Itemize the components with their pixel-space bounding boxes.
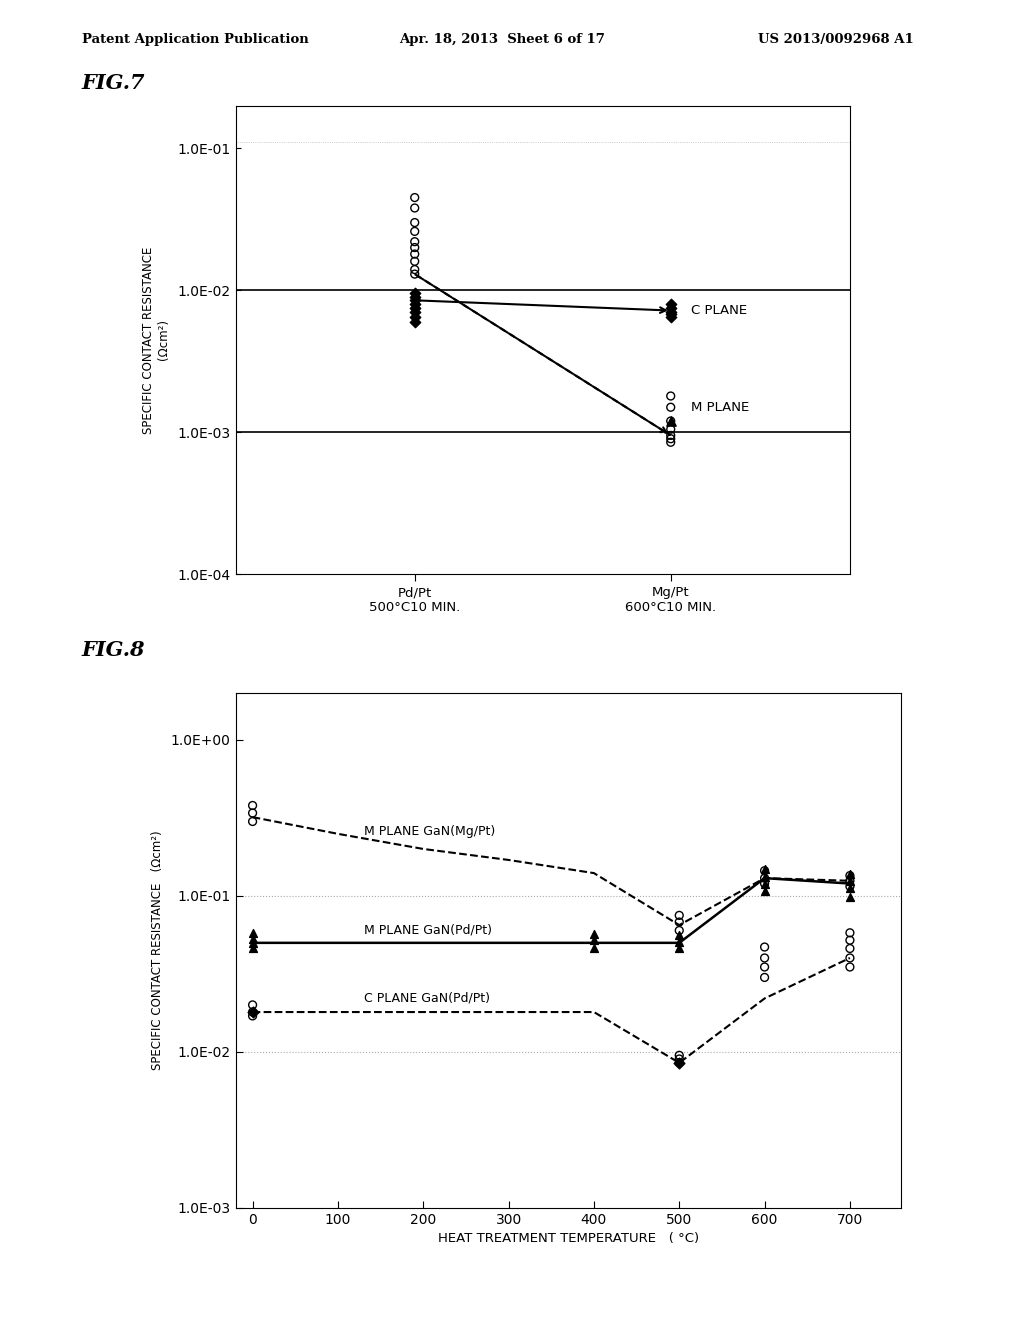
Point [842, 939, 858, 960]
Point [842, 929, 858, 950]
X-axis label: HEAT TREATMENT TEMPERATURE   ( °C): HEAT TREATMENT TEMPERATURE ( °C) [437, 1232, 699, 1245]
Point [407, 251, 423, 272]
Point [757, 866, 773, 887]
Text: M PLANE GaN(Mg/Pt): M PLANE GaN(Mg/Pt) [364, 825, 495, 838]
Point [757, 859, 773, 880]
Point [663, 428, 679, 449]
Point [757, 936, 773, 957]
Y-axis label: SPECIFIC CONTACT RESISTANCE
(Ωcm²): SPECIFIC CONTACT RESISTANCE (Ωcm²) [142, 247, 170, 433]
Point [245, 1006, 261, 1027]
Point [407, 187, 423, 209]
Point [407, 293, 423, 314]
Point [245, 1002, 261, 1023]
Point [757, 966, 773, 987]
Point [842, 923, 858, 944]
Point [245, 795, 261, 816]
Point [842, 865, 858, 886]
Point [663, 432, 679, 453]
Point [663, 385, 679, 407]
Point [245, 810, 261, 832]
Point [663, 306, 679, 327]
Point [407, 213, 423, 234]
Point [407, 290, 423, 312]
Point [407, 238, 423, 259]
Point [671, 924, 687, 945]
Point [663, 425, 679, 446]
Point [757, 948, 773, 969]
Point [757, 867, 773, 888]
Point [407, 286, 423, 308]
Point [586, 939, 602, 960]
Point [842, 948, 858, 969]
Point [842, 876, 858, 898]
Point [663, 293, 679, 314]
Text: C PLANE GaN(Pd/Pt): C PLANE GaN(Pd/Pt) [364, 991, 489, 1005]
Point [671, 939, 687, 960]
Point [671, 904, 687, 925]
Point [757, 861, 773, 882]
Point [757, 873, 773, 894]
Point [671, 911, 687, 932]
Point [407, 259, 423, 280]
Point [586, 924, 602, 945]
Point [407, 302, 423, 323]
Point [586, 929, 602, 950]
Point [245, 923, 261, 944]
Point [663, 411, 679, 432]
Point [842, 957, 858, 978]
Text: C PLANE: C PLANE [691, 304, 748, 317]
Text: FIG.7: FIG.7 [82, 73, 145, 92]
Point [842, 878, 858, 899]
Point [407, 264, 423, 285]
Text: M PLANE GaN(Pd/Pt): M PLANE GaN(Pd/Pt) [364, 924, 492, 937]
Point [663, 397, 679, 418]
Point [407, 231, 423, 252]
Point [407, 243, 423, 264]
Text: M PLANE: M PLANE [691, 401, 750, 413]
Point [245, 803, 261, 824]
Point [663, 302, 679, 323]
Point [757, 880, 773, 902]
Point [407, 297, 423, 318]
Point [671, 1052, 687, 1073]
Point [407, 312, 423, 333]
Point [842, 887, 858, 908]
Point [671, 931, 687, 952]
Point [842, 863, 858, 884]
Point [663, 304, 679, 325]
Text: FIG.8: FIG.8 [82, 640, 145, 660]
Point [663, 297, 679, 318]
Point [245, 932, 261, 953]
Text: Apr. 18, 2013  Sheet 6 of 17: Apr. 18, 2013 Sheet 6 of 17 [399, 33, 605, 46]
Point [671, 1052, 687, 1073]
Point [671, 1048, 687, 1069]
Point [663, 411, 679, 432]
Point [671, 1044, 687, 1065]
Point [757, 873, 773, 894]
Point [407, 306, 423, 327]
Point [245, 994, 261, 1015]
Text: US 2013/0092968 A1: US 2013/0092968 A1 [758, 33, 913, 46]
Point [245, 928, 261, 949]
Point [663, 418, 679, 440]
Point [407, 282, 423, 304]
Point [407, 198, 423, 219]
Y-axis label: SPECIFIC CONTACT RESISTANCE   (Ωcm²): SPECIFIC CONTACT RESISTANCE (Ωcm²) [151, 830, 164, 1071]
Point [842, 870, 858, 891]
Point [671, 920, 687, 941]
Point [407, 220, 423, 242]
Point [842, 871, 858, 892]
Point [757, 957, 773, 978]
Point [245, 1002, 261, 1023]
Text: Patent Application Publication: Patent Application Publication [82, 33, 308, 46]
Point [245, 939, 261, 960]
